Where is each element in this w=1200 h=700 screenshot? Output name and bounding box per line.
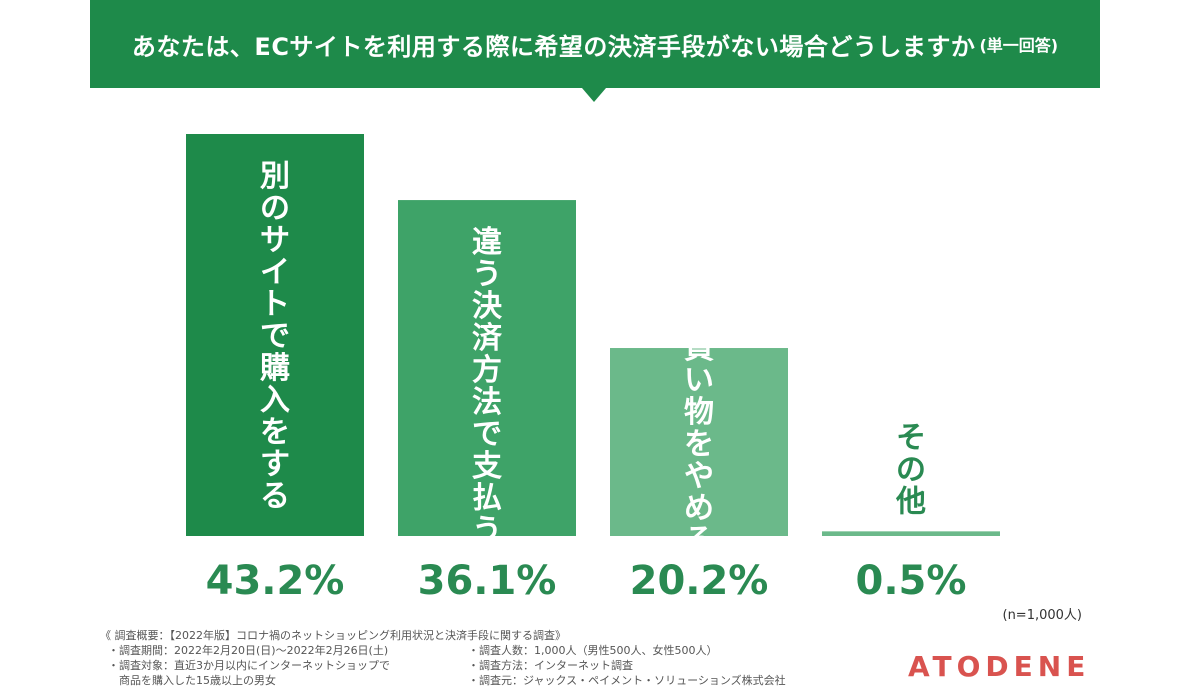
survey-item: ・調査人数：1,000人（男性500人、女性500人） [468,644,718,657]
bar-4 [822,531,1000,536]
chart-title: あなたは、ECサイトを利用する際に希望の決済手段がない場合どうしますか [131,32,976,61]
value-label: 20.2% [630,558,769,604]
survey-overview: 《 調査概要：【2022年版】コロナ禍のネットショッピング利用状況と決済手段に関… [100,628,820,688]
chart-title-note: (単一回答) [979,36,1059,55]
value-label: 43.2% [206,558,345,604]
bar-1 [186,134,364,536]
survey-item: ・調査対象：直近3か月以内にインターネットショップで [108,659,390,672]
value-label: 0.5% [856,558,967,604]
title-pointer-arrow [582,88,606,102]
atodene-logo: ATODENE [908,650,1091,683]
survey-item: 商品を購入した15歳以上の男女 [108,674,276,687]
category-label: その他 [895,420,926,519]
survey-item: ・調査期間：2022年2月20日(日)～2022年2月26日(土) [108,644,389,657]
chart-title-banner: あなたは、ECサイトを利用する際に希望の決済手段がない場合どうしますか (単一回… [90,0,1100,88]
category-label: 別のサイトで購入をする [260,159,290,514]
bar-2 [398,200,576,536]
sample-size-note: (n=1,000人) [1002,608,1083,623]
survey-item: ・調査元：ジャックス・ペイメント・ソリューションズ株式会社 [468,674,786,687]
survey-title: 《 調査概要：【2022年版】コロナ禍のネットショッピング利用状況と決済手段に関… [100,629,566,642]
bar-3 [610,348,788,536]
category-label: 違う決済方法で支払う [472,225,503,548]
category-label: 買い物をやめる [684,331,714,558]
value-label: 36.1% [418,558,557,604]
survey-column-right: ・調査人数：1,000人（男性500人、女性500人） ・調査方法：インターネッ… [460,643,820,688]
survey-item: ・調査方法：インターネット調査 [468,659,633,672]
survey-column-left: ・調査期間：2022年2月20日(日)～2022年2月26日(土) ・調査対象：… [100,643,460,688]
